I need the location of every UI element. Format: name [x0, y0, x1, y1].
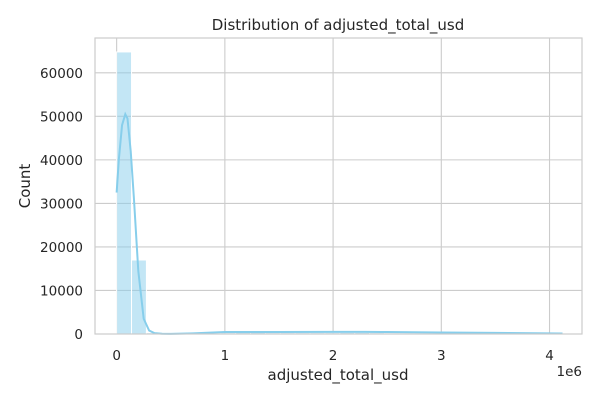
- y-tick-label: 50000: [40, 109, 83, 125]
- grid: [95, 38, 582, 335]
- y-tick-label: 60000: [40, 66, 83, 82]
- plot-frame: [94, 37, 583, 335]
- x-tick-label: 3: [437, 348, 446, 364]
- y-axis-label: Count: [16, 164, 34, 209]
- histogram-bars: [116, 51, 564, 335]
- y-tick-label: 40000: [40, 153, 83, 169]
- x-axis-label: adjusted_total_usd: [268, 366, 409, 385]
- histogram-bar: [116, 51, 133, 335]
- y-tick-label: 0: [74, 327, 83, 343]
- chart-title: Distribution of adjusted_total_usd: [212, 16, 464, 35]
- tick-labels: 0 10000 20000 30000 40000 50000 60000 0 1 2 3 4: [40, 66, 554, 364]
- x-scale-label: 1e6: [557, 364, 582, 380]
- x-tick-label: 0: [112, 348, 121, 364]
- x-tick-label: 2: [329, 348, 338, 364]
- y-tick-label: 30000: [40, 196, 83, 212]
- y-tick-label: 20000: [40, 240, 83, 256]
- kde-layer: [115, 111, 563, 335]
- y-tick-label: 10000: [40, 283, 83, 299]
- x-tick-label: 4: [545, 348, 554, 364]
- kde-curve: [115, 111, 563, 335]
- x-tick-label: 1: [221, 348, 230, 364]
